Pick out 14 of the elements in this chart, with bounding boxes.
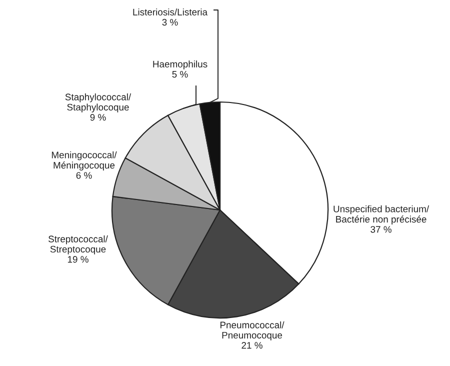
data-label: 6 % xyxy=(76,172,92,179)
data-label: 21 % xyxy=(242,342,262,349)
data-label: 3 % xyxy=(162,18,178,26)
data-label: 37 % xyxy=(370,226,392,233)
slice-label: Meningococcal/ Méningocoque xyxy=(52,151,117,170)
data-label: 5 % xyxy=(172,70,188,78)
slice-label: Listeriosis/Listeria xyxy=(133,8,208,16)
slice-label: Unspecified bacterium/ Bactérie non précisée xyxy=(334,205,430,224)
slice-label: Pneumococcal/ Pneumocoque xyxy=(220,321,284,340)
slice-label: Staphylococcal/ Staphylocoque xyxy=(65,93,132,112)
slice-label: Haemophilus xyxy=(153,60,208,70)
slice-label: Streptococcal/ Streptocoque xyxy=(48,235,108,254)
data-label: 19 % xyxy=(68,256,88,263)
data-label: 9 % xyxy=(90,114,106,121)
